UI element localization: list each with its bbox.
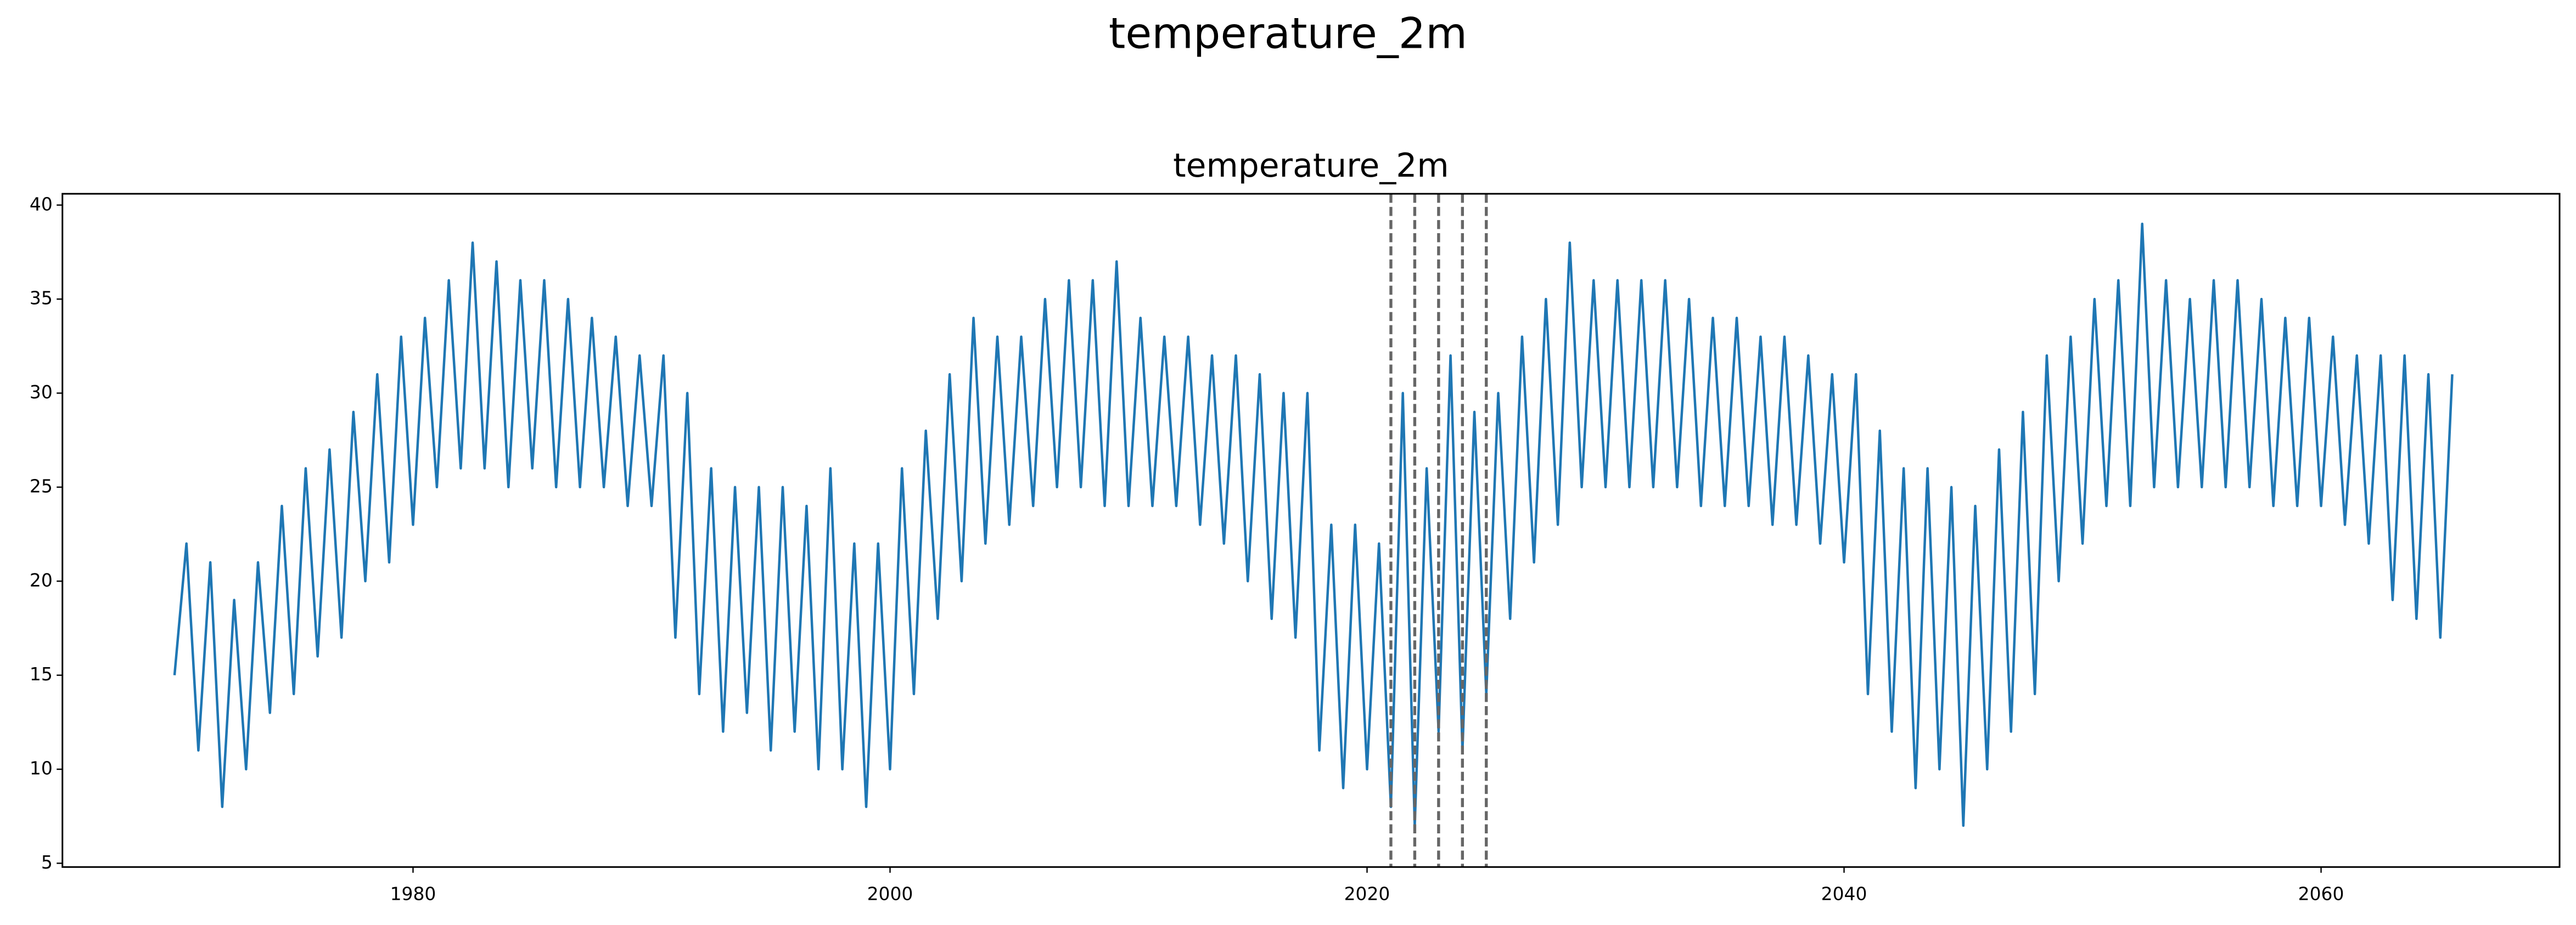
y-tick-label: 40 [30,193,53,215]
y-tick-label: 35 [30,287,53,309]
y-tick-label: 30 [30,381,53,403]
x-tick-label: 2020 [1344,883,1390,905]
y-tick-label: 20 [30,569,53,591]
y-tick-label: 25 [30,475,53,497]
y-tick-label: 15 [30,663,53,685]
x-tick-label: 1980 [390,883,436,905]
x-tick-label: 2040 [1821,883,1867,905]
axes-title: temperature_2m [1173,146,1449,185]
x-tick-label: 2060 [2298,883,2344,905]
y-tick-label: 10 [30,758,53,779]
data-line [173,222,2454,827]
axes-frame [61,193,2561,868]
y-tick-label: 5 [41,851,53,873]
x-tick-label: 2000 [867,883,913,905]
figure-title: temperature_2m [1109,9,1467,58]
